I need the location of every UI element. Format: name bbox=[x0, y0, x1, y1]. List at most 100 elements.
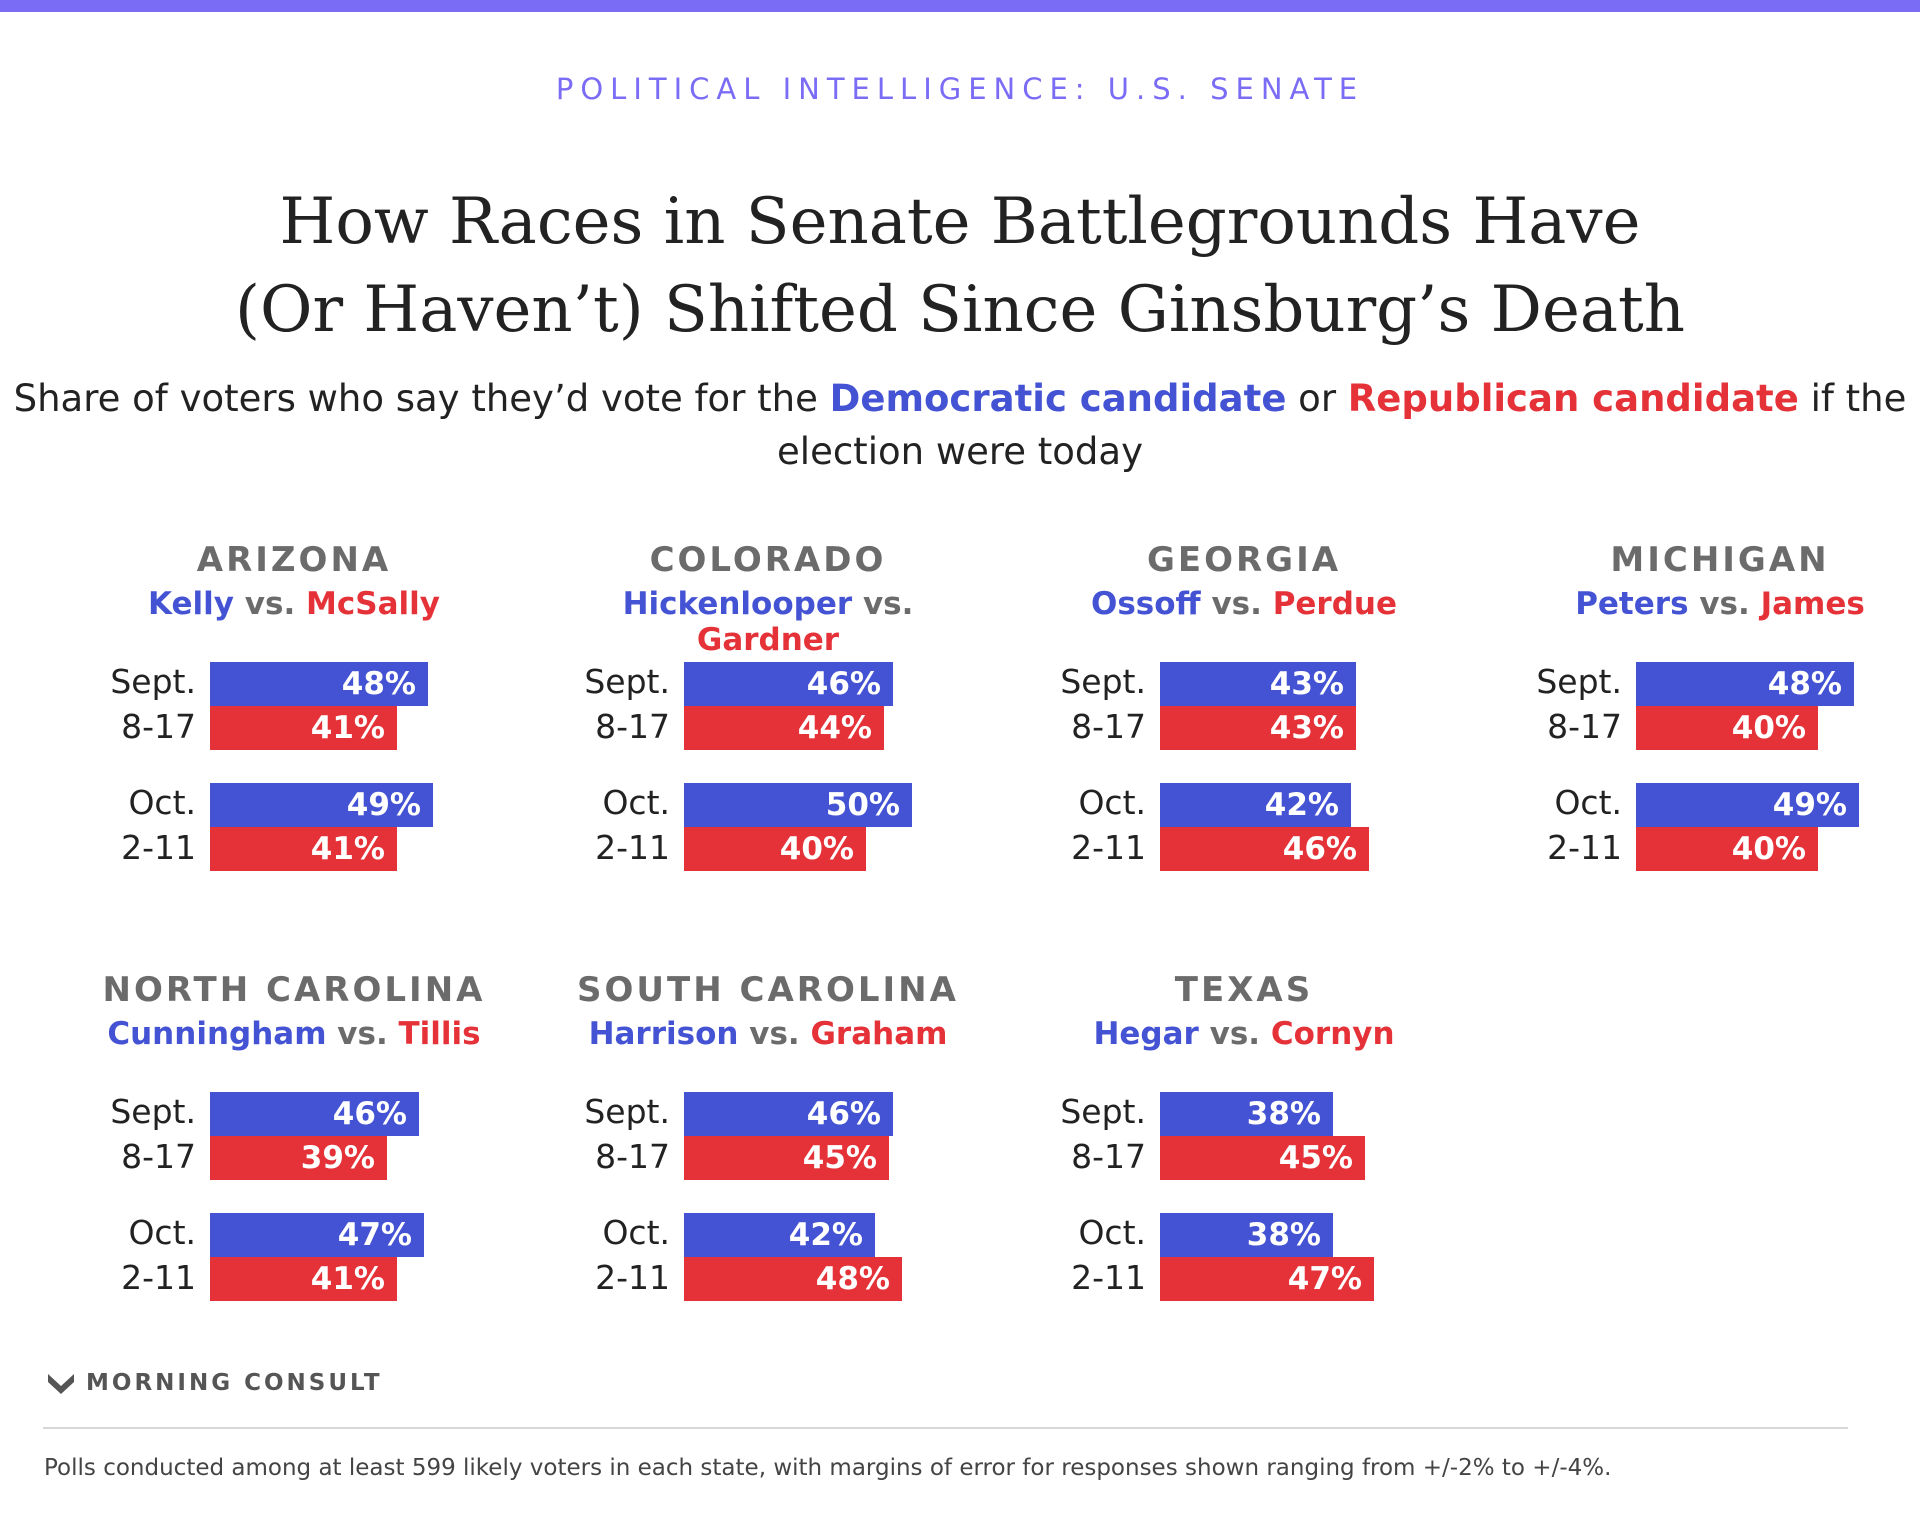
data-label: 41% bbox=[310, 710, 385, 746]
period-label-line2: 8-17 bbox=[1547, 707, 1622, 746]
rep-bar: 47% bbox=[1160, 1257, 1374, 1301]
period-label-line2: 2-11 bbox=[595, 1258, 670, 1297]
period-label: Oct. 2-11 bbox=[84, 1210, 196, 1300]
data-label: 50% bbox=[825, 787, 900, 823]
period-label-line2: 2-11 bbox=[1071, 1258, 1146, 1297]
matchup: Kelly vs. McSally bbox=[84, 586, 504, 622]
period-label-line2: 8-17 bbox=[121, 707, 196, 746]
state-panel: COLORADO Hickenlooper vs. Gardner Sept. 8-1… bbox=[558, 540, 978, 900]
period-label: Sept. 8-17 bbox=[84, 1089, 196, 1179]
period-label: Sept. 8-17 bbox=[1510, 659, 1622, 749]
period-label-line1: Oct. bbox=[128, 783, 196, 822]
kicker: POLITICAL INTELLIGENCE: U.S. SENATE bbox=[555, 72, 1365, 106]
rep-bar: 46% bbox=[1160, 827, 1369, 871]
period-label-line1: Sept. bbox=[1060, 662, 1146, 701]
period-label-line2: 2-11 bbox=[121, 828, 196, 867]
brand-name: MORNING CONSULT bbox=[86, 1370, 383, 1396]
data-label: 46% bbox=[1282, 831, 1357, 867]
title-line-2: (Or Haven’t) Shifted Since Ginsburg’s De… bbox=[235, 273, 1685, 347]
subtitle-text-2: or bbox=[1286, 377, 1348, 420]
period-label-line1: Oct. bbox=[1078, 783, 1146, 822]
state-name: NORTH CAROLINA bbox=[102, 970, 486, 1010]
data-label: 48% bbox=[1767, 666, 1842, 702]
state-name: GEORGIA bbox=[1146, 540, 1342, 580]
subtitle-rep-label: Republican candidate bbox=[1347, 377, 1799, 420]
data-label: 49% bbox=[346, 787, 421, 823]
dem-candidate: Ossoff bbox=[1090, 586, 1201, 622]
period-label-line2: 2-11 bbox=[1071, 828, 1146, 867]
state-name: MICHIGAN bbox=[1610, 540, 1830, 580]
vs-label: vs. bbox=[1211, 586, 1262, 622]
data-label: 48% bbox=[815, 1261, 890, 1297]
rep-candidate: Perdue bbox=[1272, 586, 1398, 622]
data-label: 38% bbox=[1246, 1096, 1321, 1132]
data-label: 40% bbox=[779, 831, 854, 867]
period-label-line2: 8-17 bbox=[595, 707, 670, 746]
data-label: 45% bbox=[1278, 1140, 1353, 1176]
state-panel: TEXAS Hegar vs. Cornyn Sept. 8-17 38% 45% Oct.… bbox=[1034, 970, 1454, 1330]
subtitle-text-3: if the election were today bbox=[777, 377, 1907, 473]
period-label-line2: 2-11 bbox=[121, 1258, 196, 1297]
chart-title: How Races in Senate Battlegrounds Have (… bbox=[0, 178, 1920, 354]
footnote: Polls conducted among at least 599 likel… bbox=[44, 1455, 1612, 1481]
rep-bar: 44% bbox=[684, 706, 884, 750]
vs-label: vs. bbox=[1699, 586, 1750, 622]
period-label-line1: Oct. bbox=[1078, 1213, 1146, 1252]
dem-candidate: Peters bbox=[1575, 586, 1689, 622]
dem-candidate: Kelly bbox=[148, 586, 234, 622]
period-label-line1: Sept. bbox=[1060, 1092, 1146, 1131]
data-label: 47% bbox=[337, 1217, 412, 1253]
rep-bar: 40% bbox=[684, 827, 866, 871]
dem-candidate: Harrison bbox=[588, 1016, 739, 1052]
period-label-line2: 8-17 bbox=[595, 1137, 670, 1176]
period-label: Oct. 2-11 bbox=[1034, 780, 1146, 870]
data-label: 40% bbox=[1731, 710, 1806, 746]
vs-label: vs. bbox=[749, 1016, 800, 1052]
rep-candidate: Graham bbox=[810, 1016, 948, 1052]
period-label: Oct. 2-11 bbox=[558, 1210, 670, 1300]
rep-candidate: Cornyn bbox=[1270, 1016, 1395, 1052]
data-label: 43% bbox=[1269, 710, 1344, 746]
matchup: Peters vs. James bbox=[1510, 586, 1920, 622]
subtitle-text-1: Share of voters who say they’d vote for … bbox=[13, 377, 830, 420]
dem-bar: 38% bbox=[1160, 1213, 1333, 1257]
dem-candidate: Hickenlooper bbox=[622, 586, 853, 622]
period-label-line1: Sept. bbox=[110, 662, 196, 701]
rep-bar: 41% bbox=[210, 1257, 397, 1301]
dem-bar: 46% bbox=[210, 1092, 419, 1136]
matchup: Hickenlooper vs. Gardner bbox=[558, 586, 978, 658]
period-label-line1: Oct. bbox=[602, 1213, 670, 1252]
rep-bar: 41% bbox=[210, 827, 397, 871]
dem-bar: 46% bbox=[684, 662, 893, 706]
period-label-line2: 8-17 bbox=[121, 1137, 196, 1176]
rep-bar: 39% bbox=[210, 1136, 387, 1180]
title-line-1: How Races in Senate Battlegrounds Have bbox=[279, 185, 1641, 259]
period-label-line1: Sept. bbox=[584, 662, 670, 701]
dem-bar: 48% bbox=[1636, 662, 1854, 706]
rep-bar: 41% bbox=[210, 706, 397, 750]
dem-bar: 38% bbox=[1160, 1092, 1333, 1136]
period-label-line2: 2-11 bbox=[595, 828, 670, 867]
data-label: 43% bbox=[1269, 666, 1344, 702]
dem-bar: 42% bbox=[1160, 783, 1351, 827]
data-label: 47% bbox=[1287, 1261, 1362, 1297]
period-label-line1: Oct. bbox=[128, 1213, 196, 1252]
rep-candidate: McSally bbox=[306, 586, 440, 622]
rep-bar: 40% bbox=[1636, 706, 1818, 750]
period-label: Sept. 8-17 bbox=[558, 1089, 670, 1179]
period-label-line1: Sept. bbox=[584, 1092, 670, 1131]
state-name: COLORADO bbox=[649, 540, 887, 580]
state-name: SOUTH CAROLINA bbox=[577, 970, 959, 1010]
period-label-line1: Oct. bbox=[1554, 783, 1622, 822]
period-label: Sept. 8-17 bbox=[558, 659, 670, 749]
period-label: Sept. 8-17 bbox=[1034, 659, 1146, 749]
matchup: Ossoff vs. Perdue bbox=[1034, 586, 1454, 622]
data-label: 48% bbox=[341, 666, 416, 702]
period-label-line2: 2-11 bbox=[1547, 828, 1622, 867]
chart-subtitle: Share of voters who say they’d vote for … bbox=[0, 372, 1920, 478]
vs-label: vs. bbox=[862, 586, 914, 622]
data-label: 45% bbox=[802, 1140, 877, 1176]
state-panel: NORTH CAROLINA Cunningham vs. Tillis Sept.… bbox=[84, 970, 504, 1330]
data-label: 41% bbox=[310, 831, 385, 867]
state-panel: SOUTH CAROLINA Harrison vs. Graham Sept. 8-… bbox=[558, 970, 978, 1330]
